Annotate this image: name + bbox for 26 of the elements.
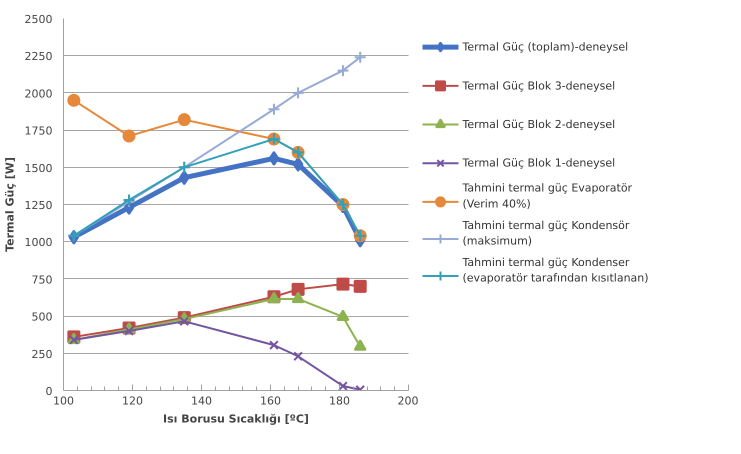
y-tick-label: 1250 [24,199,53,212]
y-tick-label: 0 [46,385,52,398]
y-tick-label: 2500 [24,13,53,26]
y-tick-label: 2000 [24,87,53,100]
y-tick-label: 1750 [24,124,53,138]
y-tick-label: 1500 [24,162,53,175]
x-tick-label: 100 [53,394,74,408]
x-tick-label: 180 [329,394,350,408]
legend-label: Termal Güç Blok 3-deneysel [462,79,616,92]
x-tick-label: 160 [260,394,281,408]
legend-label: Tahmini termal güç Evaporatör (Verim 40%) [462,182,633,210]
x-tick-label: 200 [398,394,419,408]
y-tick-label: 250 [32,348,53,361]
y-tick-label: 2250 [24,50,53,64]
legend-label: Termal Güç (toplam)-deneysel [462,40,628,54]
legend-label: Tahmini termal güç Kondenser (evaporatör tarafından kısıtlanan) [462,256,649,284]
legend-label: Termal Güç Blok 1-deneysel [462,156,616,170]
y-tick-label: 500 [32,310,53,324]
y-tick-label: 750 [32,273,53,286]
x-tick-label: 120 [122,394,143,408]
x-tick-label: 140 [191,394,212,408]
y-tick-label: 1000 [24,236,53,250]
x-axis-title: Isı Borusu Sıcaklığı [ºC] [163,412,309,426]
legend-label: Tahmini termal güç Kondensör (maksimum) [462,218,630,248]
legend-label: Termal Güç Blok 2-deneysel [462,118,616,132]
y-axis-title: Termal Güç [W] [4,157,17,252]
